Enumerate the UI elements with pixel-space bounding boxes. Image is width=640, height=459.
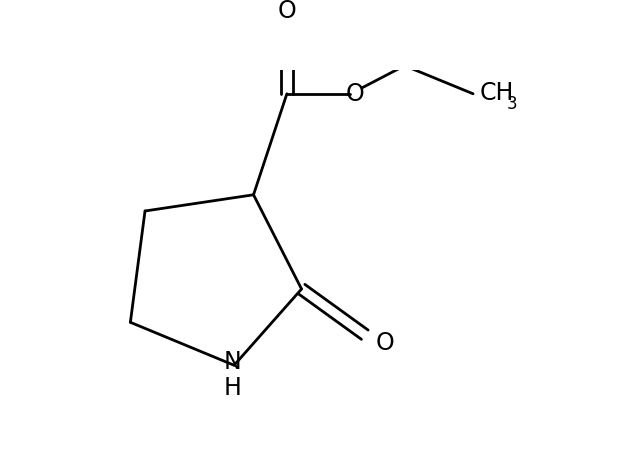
Text: CH: CH [480,81,515,105]
Text: O: O [375,330,394,354]
Text: O: O [278,0,296,23]
Text: N: N [223,349,241,373]
Text: O: O [345,82,364,106]
Text: H: H [223,375,241,399]
Text: 3: 3 [506,95,517,112]
